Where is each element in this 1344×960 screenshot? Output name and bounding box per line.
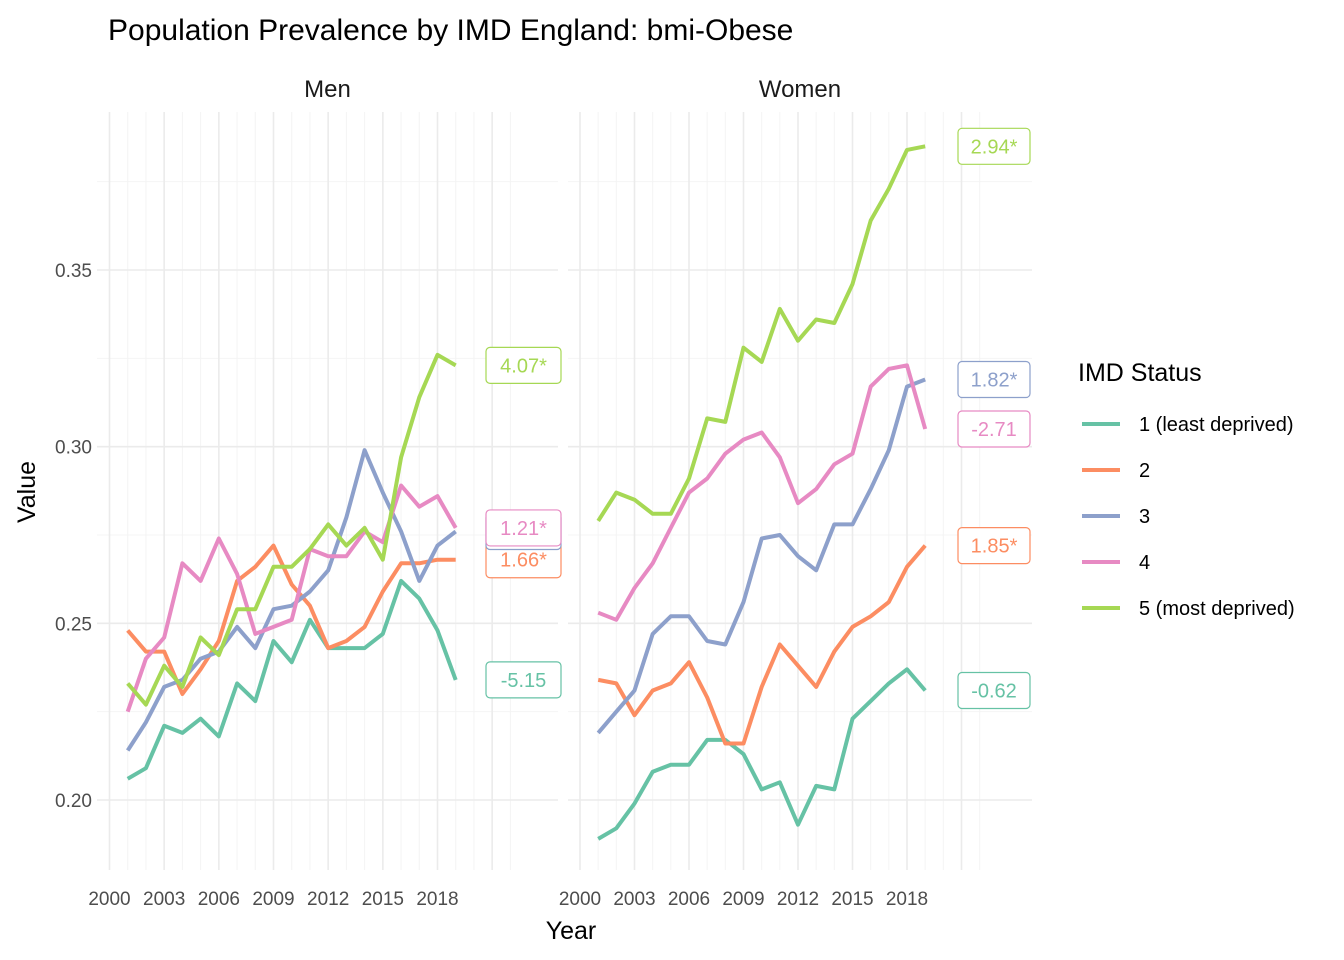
chart-panels: Men 2000 2003 2006 2009 2012 2015 2018 0.20 0.25 0…	[55, 76, 1032, 910]
legend-label: 4	[1139, 552, 1150, 574]
y-tick-label: 0.25	[55, 614, 92, 635]
end-label-box	[957, 360, 1031, 399]
x-tick-label: 2012	[307, 889, 349, 910]
legend-label: 1 (least deprived)	[1139, 414, 1294, 436]
end-label-text: -2.71	[971, 419, 1017, 441]
y-tick-label: 0.35	[55, 261, 92, 282]
legend-item-5: 5 (most deprived)	[1082, 598, 1295, 620]
legend-item-2: 2	[1082, 460, 1150, 482]
y-axis-title: Value	[13, 461, 41, 523]
series-line-imd-4	[597, 363, 928, 622]
series-line-imd-3	[596, 377, 926, 735]
panel-women: Women 2000 2003 2006 2009 2012 2015 2018 -0.62 1.…	[559, 76, 1032, 910]
end-label-imd-5: 2.94*	[957, 127, 1031, 165]
legend-item-4: 4	[1082, 552, 1150, 574]
end-label-text: 2.94*	[971, 136, 1018, 158]
series-line-imd-5	[126, 352, 457, 707]
end-label-box	[957, 410, 1031, 448]
end-label-imd-3: 1.82*	[957, 360, 1031, 399]
end-label-box	[485, 346, 562, 384]
panel-strip-title: Men	[304, 76, 351, 103]
legend-label: 2	[1139, 460, 1150, 482]
series-line-imd-1	[597, 667, 927, 841]
legend-label: 5 (most deprived)	[1139, 598, 1295, 620]
x-tick-label: 2018	[416, 889, 458, 910]
x-tick-label: 2009	[252, 889, 294, 910]
end-label-imd-2: 1.66*	[485, 541, 562, 579]
end-label-text: -5.15	[501, 670, 547, 692]
end-label-box	[957, 671, 1031, 710]
series-line-imd-1	[126, 578, 458, 781]
x-tick-label: 2000	[88, 889, 130, 910]
series-line-imd-2	[126, 543, 456, 696]
series-line-imd-4	[125, 483, 458, 713]
end-label-box	[485, 509, 562, 547]
x-tick-label: 2000	[559, 889, 601, 910]
x-tick-label: 2015	[831, 889, 873, 910]
legend-title: IMD Status	[1078, 359, 1202, 387]
chart-title: Population Prevalence by IMD England: bm…	[108, 14, 793, 47]
x-tick-label: 2003	[613, 889, 655, 910]
end-label-text: 1.85*	[971, 536, 1018, 558]
end-label-imd-4: 1.21*	[485, 509, 562, 547]
x-axis-title: Year	[546, 917, 597, 945]
x-tick-label: 2015	[362, 889, 404, 910]
x-tick-label: 2009	[722, 889, 764, 910]
panel-strip-title: Women	[759, 76, 841, 103]
x-tick-label: 2006	[198, 889, 240, 910]
x-tick-label: 2018	[886, 889, 928, 910]
y-tick-label: 0.30	[55, 438, 92, 459]
x-tick-label: 2006	[668, 889, 710, 910]
end-label-text: -0.62	[971, 680, 1017, 702]
series-line-imd-3	[126, 448, 457, 752]
x-tick-label: 2012	[777, 889, 819, 910]
legend-item-3: 3	[1082, 506, 1150, 528]
end-label-imd-2: 1.85*	[957, 526, 1031, 565]
end-label-imd-4: -2.71	[957, 410, 1031, 448]
series-line-imd-2	[597, 544, 927, 746]
y-tick-label: 0.20	[55, 791, 92, 812]
end-label-imd-1: -5.15	[485, 661, 562, 699]
end-label-text: 1.82*	[971, 370, 1018, 392]
panel-men: Men 2000 2003 2006 2009 2012 2015 2018 0.20 0.25 0…	[55, 76, 562, 910]
legend-label: 3	[1139, 506, 1150, 528]
end-label-imd-5: 4.07*	[485, 346, 562, 384]
end-label-text: 4.07*	[500, 355, 547, 377]
series-line-imd-5	[596, 144, 926, 522]
end-label-box	[957, 127, 1031, 165]
legend-item-1: 1 (least deprived)	[1082, 414, 1294, 436]
end-label-box	[485, 661, 562, 699]
end-label-text: 1.66*	[500, 550, 547, 572]
end-label-imd-1: -0.62	[957, 671, 1031, 710]
end-label-box	[957, 526, 1031, 565]
end-label-text: 1.21*	[500, 518, 547, 540]
x-tick-label: 2003	[143, 889, 185, 910]
legend: IMD Status 1 (least deprived) 2 3 4 5 (most …	[1078, 359, 1295, 620]
